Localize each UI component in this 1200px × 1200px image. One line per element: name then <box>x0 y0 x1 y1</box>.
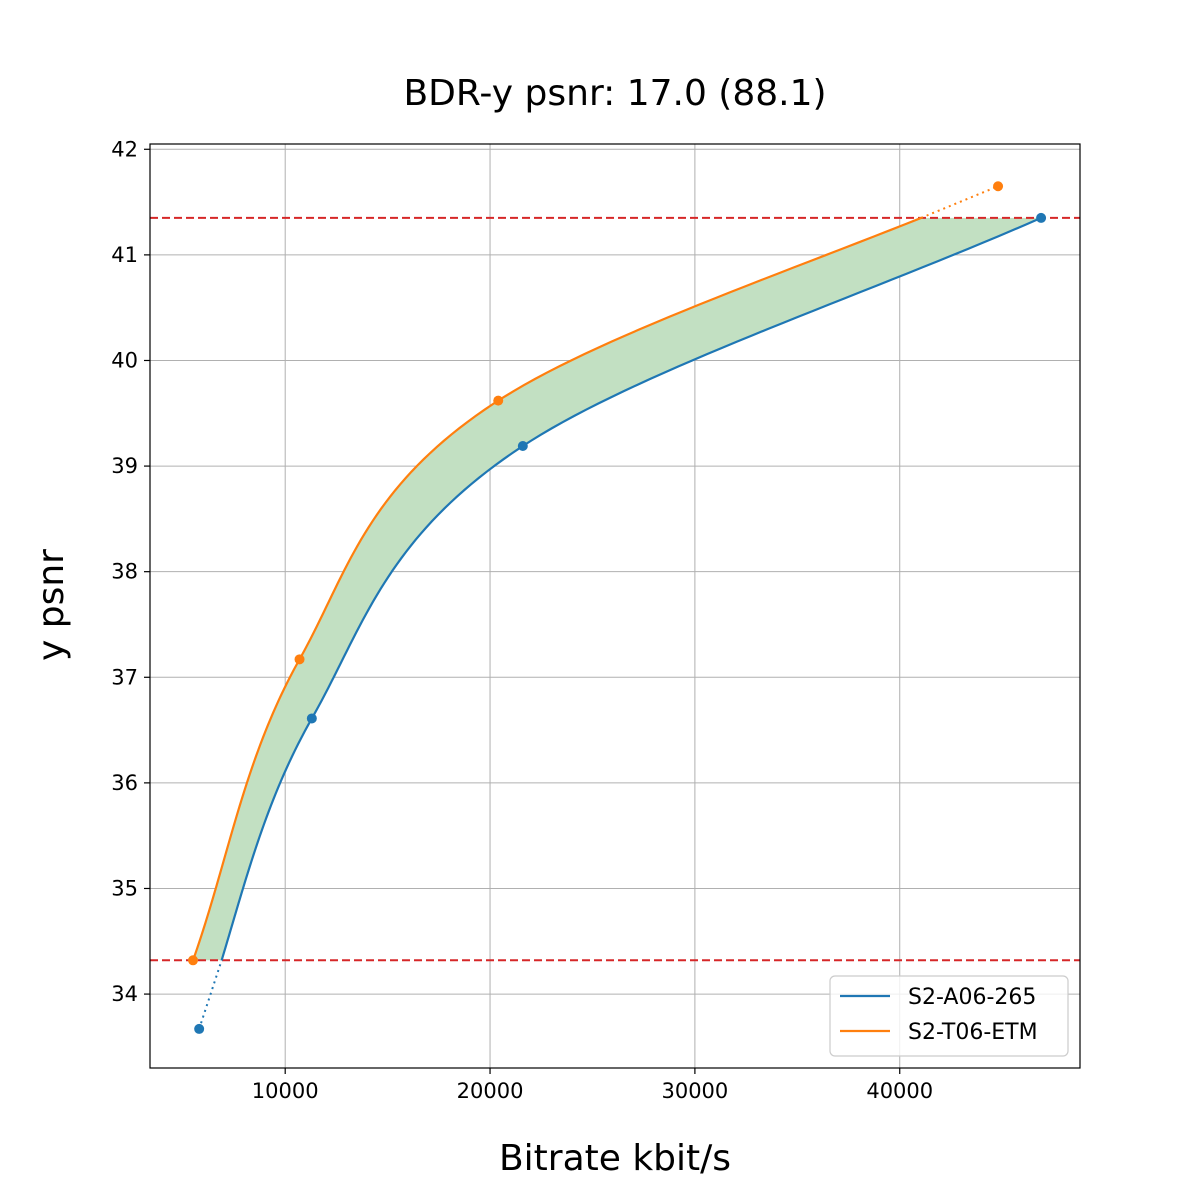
data-point-s2-t06-etm <box>294 654 305 665</box>
data-point-s2-a06-265 <box>194 1023 205 1034</box>
y-tick-label: 40 <box>111 348 138 372</box>
data-point-s2-t06-etm <box>493 395 504 406</box>
x-tick-label: 10000 <box>252 1079 319 1103</box>
plot-frame <box>149 143 1081 1069</box>
series-extension-s2-a06-265 <box>198 959 223 1030</box>
series-s2-t06-etm <box>188 181 1004 966</box>
series-s2-a06-265 <box>194 212 1047 1034</box>
data-point-s2-a06-265 <box>1036 212 1047 223</box>
data-point-s2-a06-265 <box>306 713 317 724</box>
y-tick-label: 35 <box>111 876 138 900</box>
series-extension-s2-t06-etm <box>920 185 999 219</box>
y-tick-label: 36 <box>111 771 138 795</box>
ticks: 10000 20000 30000 40000 34 35 36 37 38 39 40 41 42 <box>111 137 933 1103</box>
x-tick-label: 40000 <box>866 1079 933 1103</box>
fill-area <box>193 217 1042 961</box>
y-tick-label: 34 <box>111 982 138 1006</box>
y-tick-label: 39 <box>111 454 138 478</box>
y-axis-title: y psnr <box>31 549 72 661</box>
y-tick-label: 38 <box>111 560 138 584</box>
x-tick-label: 20000 <box>457 1079 524 1103</box>
series-layer <box>188 181 1047 1034</box>
legend-label-s2-t06-etm: S2-T06-ETM <box>908 1020 1038 1045</box>
series-line-s2-t06-etm <box>191 216 922 961</box>
y-tick-label: 42 <box>111 137 138 161</box>
data-point-s2-t06-etm <box>188 955 199 966</box>
chart-title: BDR-y psnr: 17.0 (88.1) <box>403 73 826 114</box>
x-tick-label: 30000 <box>661 1079 728 1103</box>
legend-label-s2-a06-265: S2-A06-265 <box>908 985 1036 1010</box>
series-line-s2-a06-265 <box>220 216 1042 961</box>
fill-between-curves <box>193 217 1042 961</box>
y-tick-label: 37 <box>111 665 138 689</box>
reference-lines <box>150 216 1080 962</box>
x-axis-title: Bitrate kbit/s <box>499 1138 731 1179</box>
data-point-s2-a06-265 <box>517 441 528 452</box>
legend: S2-A06-265 S2-T06-ETM <box>829 975 1069 1057</box>
y-tick-label: 41 <box>111 243 138 267</box>
data-point-s2-t06-etm <box>993 181 1004 192</box>
